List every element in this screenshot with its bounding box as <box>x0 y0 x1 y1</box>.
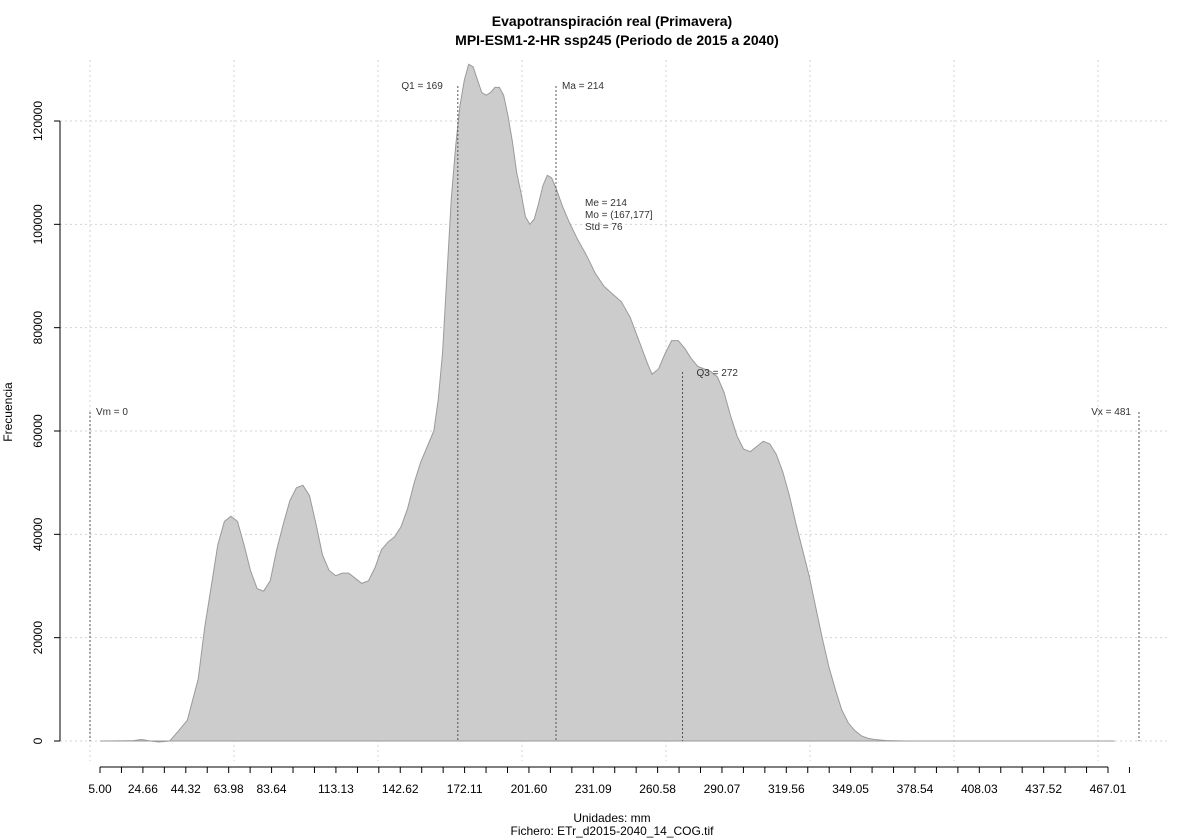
y-tick-label: 0 <box>31 737 45 744</box>
x-tick-label: 260.58 <box>639 782 676 796</box>
x-tick-label: 349.05 <box>832 782 869 796</box>
y-tick-label: 60000 <box>31 414 45 448</box>
x-tick-label: 113.13 <box>318 782 354 796</box>
y-tick-label: 40000 <box>31 517 45 551</box>
density-area <box>99 63 1115 743</box>
chart-title: Evapotranspiración real (Primavera) <box>492 13 732 29</box>
y-axis: 0 20000 40000 60000 80000 100000 120000 <box>31 101 61 744</box>
x-tick-label: 44.32 <box>171 782 201 796</box>
y-axis-label: Frecuencia <box>1 382 15 442</box>
vx-label: Vx = 481 <box>1091 407 1131 418</box>
x-tick-label: 24.66 <box>128 782 158 796</box>
x-tick-label: 378.54 <box>897 782 934 796</box>
file-note: Fichero: ETr_d2015-2040_14_COG.tif <box>511 824 715 838</box>
x-tick-label: 172.11 <box>447 782 483 796</box>
x-axis: 5.00 24.66 44.32 63.98 83.64 113.13 142.62 172.… <box>88 766 1130 796</box>
stat-label: Std = 76 <box>585 222 623 233</box>
marker-lines <box>89 86 1140 741</box>
x-tick-label: 142.62 <box>382 782 419 796</box>
y-tick-label: 100000 <box>31 204 45 244</box>
stat-label: Me = 214 <box>585 198 627 209</box>
x-tick-label: 201.60 <box>511 782 548 796</box>
y-tick-label: 80000 <box>31 311 45 345</box>
x-tick-label: 290.07 <box>704 782 741 796</box>
x-axis-label: Unidades: mm <box>573 811 650 825</box>
x-tick-label: 5.00 <box>88 782 112 796</box>
x-tick-label: 83.64 <box>257 782 287 796</box>
vm-label: Vm = 0 <box>96 407 128 418</box>
chart-subtitle: MPI-ESM1-2-HR ssp245 (Periodo de 2015 a … <box>455 32 779 48</box>
y-tick-label: 120000 <box>31 101 45 141</box>
annotations: Vm = 0 Vx = 481 Q1 = 169 Ma = 214 Q3 = 272 Me… <box>96 81 1131 418</box>
q3-label: Q3 = 272 <box>697 368 739 379</box>
stat-label: Mo = (167,177] <box>585 210 653 221</box>
x-tick-label: 63.98 <box>214 782 244 796</box>
x-tick-label: 467.01 <box>1090 782 1127 796</box>
x-tick-label: 437.52 <box>1025 782 1062 796</box>
ma-label: Ma = 214 <box>562 81 604 92</box>
x-tick-label: 319.56 <box>768 782 805 796</box>
y-tick-label: 20000 <box>31 621 45 655</box>
q1-label: Q1 = 169 <box>401 81 443 92</box>
x-tick-label: 408.03 <box>961 782 998 796</box>
x-tick-label: 231.09 <box>575 782 612 796</box>
